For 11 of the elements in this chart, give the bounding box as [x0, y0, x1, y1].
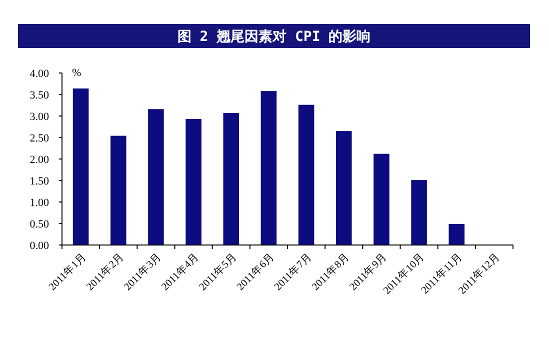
chart-title: 图 2 翘尾因素对 CPI 的影响: [177, 29, 371, 45]
y-tick-label: 3.00: [30, 111, 50, 123]
y-tick-label: 4.00: [30, 68, 50, 80]
y-tick-label: 0.50: [30, 218, 50, 230]
y-tick-label: 1.00: [30, 197, 50, 209]
y-tick-label: 2.00: [30, 154, 50, 166]
y-tick-label: 2.50: [30, 132, 50, 144]
y-tick-label: 3.50: [30, 90, 50, 102]
y-tick-label: 0.00: [30, 240, 50, 252]
y-axis-title: %: [72, 67, 82, 79]
y-tick-label: 1.50: [30, 176, 50, 188]
